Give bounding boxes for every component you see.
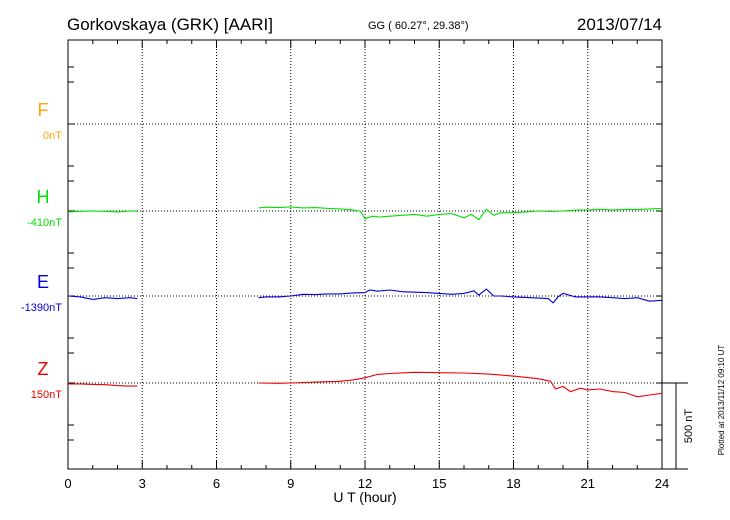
x-tick-label: 6 <box>213 476 220 491</box>
scale-bar-label: 500 nT <box>683 409 695 444</box>
plotted-timestamp: Plotted at 2013/11/12 09:10 UT <box>717 345 726 456</box>
series-label-h: H <box>37 187 50 207</box>
series-label-e: E <box>37 272 49 292</box>
series-line-h <box>258 206 663 221</box>
x-tick-label: 3 <box>139 476 146 491</box>
x-tick-label: 12 <box>358 476 372 491</box>
series-labels: F 0nT H -410nT E -1390nT Z 150nT <box>21 100 62 401</box>
series-group <box>67 206 663 398</box>
series-line-z <box>258 371 663 398</box>
series-line-h <box>67 210 138 213</box>
geo-coordinates: GG ( 60.27°, 29.38°) <box>368 20 469 32</box>
grid <box>68 40 662 469</box>
series-baseline-e: -1390nT <box>21 302 62 314</box>
series-baseline-z: 150nT <box>31 389 62 401</box>
x-tick-label: 0 <box>64 476 71 491</box>
x-tick-label: 18 <box>506 476 520 491</box>
series-baseline-f: 0nT <box>43 130 62 142</box>
x-tick-label: 24 <box>655 476 669 491</box>
x-axis-label: U T (hour) <box>333 489 396 505</box>
x-tick-label: 21 <box>581 476 595 491</box>
axis-ticks <box>67 39 663 470</box>
scale-bar: 500 nT <box>662 382 695 470</box>
x-tick-label: 9 <box>287 476 294 491</box>
x-tick-labels: 0 3 6 9 12 15 18 21 24 <box>64 476 669 491</box>
station-title: Gorkovskaya (GRK) [AARI] <box>67 15 273 34</box>
series-baseline-h: -410nT <box>27 217 62 229</box>
series-line-e <box>67 295 138 300</box>
date-label: 2013/07/14 <box>577 15 662 34</box>
series-label-z: Z <box>38 359 49 379</box>
series-line-z <box>68 383 138 387</box>
x-tick-label: 15 <box>432 476 446 491</box>
series-label-f: F <box>38 100 49 120</box>
plot-frame <box>67 39 663 470</box>
series-line-e <box>258 288 663 304</box>
